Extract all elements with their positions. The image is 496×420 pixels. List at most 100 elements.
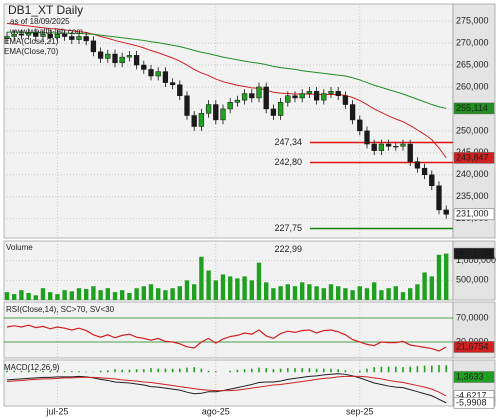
- candle-body: [299, 93, 305, 99]
- volume-bar: [278, 286, 283, 300]
- y-tick-label: 70,0000: [456, 312, 489, 322]
- volume-bar: [148, 284, 154, 300]
- volume-bar: [271, 288, 276, 300]
- candle-body: [436, 185, 442, 211]
- volume-bar: [285, 284, 290, 300]
- histogram-bar: [63, 371, 66, 373]
- x-tick-label: jul-25: [45, 406, 68, 416]
- candle-body: [155, 71, 161, 77]
- histogram-bar: [229, 370, 231, 373]
- histogram-bar: [431, 365, 433, 373]
- histogram-bar: [416, 366, 419, 373]
- volume-bar: [386, 288, 391, 300]
- histogram-bar: [143, 369, 145, 373]
- candle-body: [198, 113, 205, 127]
- candle-body: [306, 91, 313, 94]
- candle-body: [270, 108, 277, 116]
- candle-body: [429, 174, 435, 187]
- volume-bar: [69, 291, 74, 300]
- histogram-bar: [395, 366, 397, 373]
- histogram-bar: [236, 369, 239, 373]
- source: www.wealth-lab.com: [9, 27, 83, 36]
- volume-bar: [343, 288, 348, 300]
- candle-body: [385, 143, 392, 147]
- y-tick-label: 250,000: [456, 125, 489, 135]
- value-box: [453, 102, 495, 115]
- candle-body: [97, 51, 104, 59]
- candle-body: [328, 91, 334, 94]
- level-label: 227,75: [274, 223, 302, 233]
- volume-bar: [134, 288, 139, 300]
- candle-body: [133, 55, 140, 66]
- volume-bar: [192, 284, 197, 300]
- histogram-bar: [135, 369, 138, 373]
- volume-bar: [120, 290, 125, 300]
- candle-body: [227, 102, 233, 110]
- candle-body: [407, 143, 413, 162]
- candle-body: [33, 32, 39, 37]
- volume-bar: [199, 256, 204, 300]
- histogram-bar: [337, 369, 339, 373]
- volume-bar: [26, 292, 31, 300]
- volume-bar: [264, 282, 269, 300]
- candle-body: [400, 143, 406, 147]
- histogram-bar: [171, 368, 174, 373]
- y-tick-label: 260,000: [456, 81, 489, 91]
- candle-body: [205, 104, 212, 114]
- histogram-bar: [373, 367, 375, 373]
- candle-body: [443, 209, 449, 215]
- volume-bar: [415, 284, 420, 300]
- candle-body: [148, 69, 154, 77]
- candle-body: [263, 86, 269, 110]
- candle-body: [335, 91, 341, 97]
- candle-body: [54, 34, 61, 39]
- candle-body: [169, 82, 176, 86]
- volume-bar: [4, 292, 10, 300]
- volume-bar: [436, 254, 442, 300]
- volume-bar: [242, 276, 247, 300]
- histogram-bar: [157, 368, 159, 373]
- volume-bar: [12, 294, 17, 300]
- y-tick-label: 235,000: [456, 191, 489, 201]
- x-tick-label: sep-25: [346, 406, 374, 416]
- candle-body: [83, 36, 89, 42]
- value-box: [453, 152, 495, 164]
- histogram-bar: [49, 370, 51, 373]
- value-box-label: 243,847: [456, 152, 489, 162]
- macd-line: [6, 373, 447, 404]
- candle-body: [321, 93, 327, 101]
- histogram-bar: [99, 370, 102, 373]
- panel-title: Volume: [6, 243, 33, 252]
- volume-bar: [84, 288, 89, 300]
- volume-bar: [220, 274, 226, 300]
- value-box-label: 255,114: [456, 103, 488, 113]
- histogram-bar: [323, 368, 325, 373]
- value-box-label: 231,000: [456, 209, 489, 219]
- volume-bar: [422, 272, 427, 300]
- volume-bar: [408, 288, 413, 300]
- panel-title: RSI(Close,14), SC>70, SV<30: [6, 305, 115, 314]
- histogram-bar: [56, 370, 59, 373]
- histogram-bar: [251, 368, 253, 373]
- volume-bar: [357, 286, 362, 300]
- histogram-bar: [164, 368, 167, 373]
- volume-bar: [350, 290, 355, 300]
- candle-body: [141, 64, 147, 70]
- volume-bar: [213, 280, 218, 300]
- candle-body: [76, 36, 82, 40]
- candle-body: [184, 95, 190, 116]
- volume-bar: [314, 286, 319, 300]
- level-label: 242,80: [274, 157, 302, 167]
- ema-line: [7, 31, 447, 109]
- volume-bar: [372, 282, 377, 300]
- volume-bar: [40, 288, 46, 300]
- volume-bar: [256, 262, 262, 300]
- candle-body: [18, 34, 25, 36]
- y-tick-label: 240,000: [456, 169, 489, 179]
- volume-bar: [444, 253, 449, 300]
- histogram-bar: [279, 368, 282, 373]
- histogram-bar: [107, 370, 109, 373]
- histogram-bar: [445, 365, 447, 373]
- volume-bar: [249, 280, 254, 300]
- volume-bar: [19, 290, 24, 300]
